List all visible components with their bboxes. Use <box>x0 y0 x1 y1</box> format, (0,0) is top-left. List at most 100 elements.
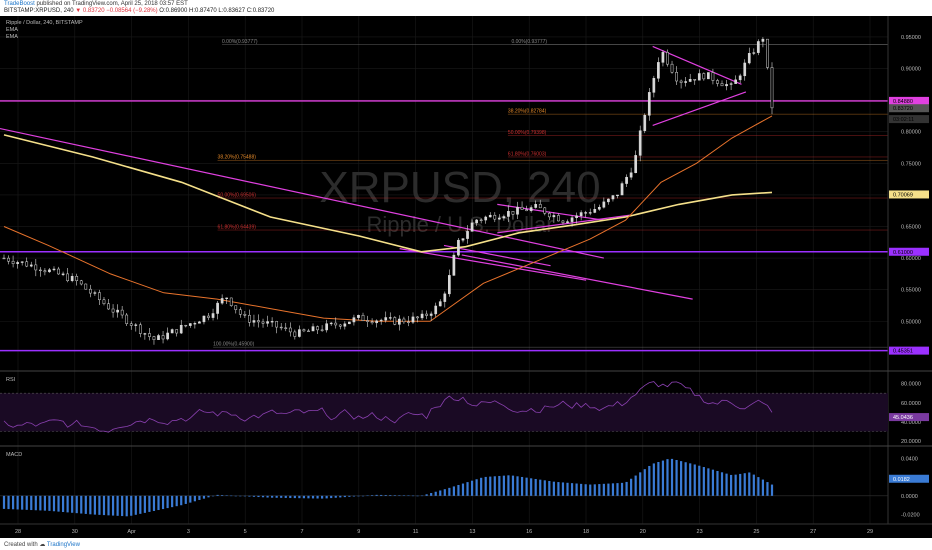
macd-histogram-bar <box>448 487 451 496</box>
price-tick-label: 0.55000 <box>901 288 921 294</box>
macd-histogram-bar <box>89 495 92 515</box>
candle-body <box>252 320 256 323</box>
macd-histogram-bar <box>289 495 292 499</box>
candle-body <box>57 268 60 275</box>
macd-histogram-bar <box>339 495 342 498</box>
macd-histogram-bar <box>743 473 746 496</box>
candle-body <box>75 276 79 282</box>
published-text: published on TradingView.com, April 25, … <box>36 1 188 7</box>
candle-body <box>511 211 515 215</box>
candle-body <box>348 321 351 325</box>
rsi-pane[interactable]: 80.0000 60.0000 40.0000 20.0000 45.0436 <box>0 381 929 446</box>
candle-body <box>447 275 451 295</box>
candle-body <box>557 215 560 222</box>
price-marker-label: 0.61000 <box>893 250 913 256</box>
macd-histogram-bar <box>689 463 692 496</box>
fib-level-label: 0.00%(0.93777) <box>511 39 547 45</box>
macd-histogram-bar <box>466 482 469 496</box>
fib-level-label: 50.00%(0.79398) <box>508 130 547 136</box>
tradingview-brand[interactable]: TradingView <box>46 542 80 548</box>
time-tick-label: 30 <box>72 529 78 535</box>
candlesticks[interactable] <box>2 37 774 345</box>
macd-histogram-bar <box>148 495 151 512</box>
macd-histogram-bar <box>543 480 546 496</box>
publisher-name[interactable]: TradeBoost <box>4 1 35 7</box>
legend-title[interactable]: Ripple / Dollar, 240, BITSTAMP <box>6 20 83 26</box>
candle-body <box>716 80 719 84</box>
macd-histogram-bar <box>607 483 610 496</box>
macd-histogram-bar <box>616 483 619 496</box>
macd-histogram-bar <box>370 495 374 496</box>
candle-body <box>116 309 119 313</box>
horizontal-levels[interactable] <box>0 100 888 352</box>
ema-long-line[interactable] <box>3 134 773 253</box>
macd-histogram-bar <box>61 495 65 513</box>
macd-histogram-bar <box>352 495 356 497</box>
candle-body <box>39 269 42 272</box>
candle-body <box>179 324 183 334</box>
macd-histogram-bar <box>730 474 733 496</box>
macd-histogram-bar <box>298 495 301 499</box>
price-tick-label: 0.65000 <box>901 224 921 230</box>
macd-histogram-bar <box>102 495 106 516</box>
candle-body <box>257 320 260 323</box>
candle-body <box>379 319 383 322</box>
candle-body <box>229 297 233 306</box>
macd-tick-label: -0.0200 <box>901 513 920 519</box>
candle-body <box>707 72 710 80</box>
candle-body <box>652 78 656 93</box>
symbol: BITSTAMP:XRPUSD, 240 <box>4 8 74 14</box>
candle-body <box>243 314 247 316</box>
candle-body <box>402 318 406 323</box>
macd-histogram-bar <box>711 469 715 496</box>
candle-body <box>684 81 688 83</box>
price-marker-label: 0.83720 <box>893 106 913 112</box>
legend-ema-2[interactable]: EMA <box>6 34 18 40</box>
time-tick-label: 16 <box>526 529 532 535</box>
candle-body <box>597 206 601 210</box>
macd-histogram-bar <box>761 479 765 496</box>
macd-histogram-bar <box>48 495 51 511</box>
macd-histogram-bar <box>520 476 524 496</box>
candle-body <box>225 297 229 299</box>
macd-histogram-bar <box>625 481 628 496</box>
macd-histogram-bar <box>480 477 483 496</box>
fib-levels[interactable]: 0.00%(0.93777) 0.00%(0.93777) 38.20%(0.827… <box>213 39 888 348</box>
price-marker-label: 03:02:11 <box>893 117 914 123</box>
candle-body <box>238 309 242 315</box>
macd-histogram-bar <box>580 483 583 496</box>
candle-body <box>657 62 660 79</box>
chart-header: TradeBoost published on TradingView.com,… <box>0 0 932 16</box>
price-change: −0.08564 (−9.28%) <box>106 8 158 14</box>
legend-ema-1[interactable]: EMA <box>6 27 18 33</box>
macd-histogram-bar <box>280 495 283 498</box>
candle-body <box>234 305 238 310</box>
time-tick-label: 7 <box>300 529 303 535</box>
candle-body <box>488 214 492 218</box>
macd-histogram-bar <box>284 495 287 498</box>
candle-body <box>284 327 288 329</box>
candle-body <box>66 273 69 281</box>
candle-body <box>148 333 151 337</box>
candle-body <box>725 84 728 87</box>
price-marker-label: 0.84880 <box>893 99 913 105</box>
price-marker-label: 0.45351 <box>893 349 913 355</box>
macd-histogram-bar <box>698 465 701 496</box>
candle-body <box>316 326 319 331</box>
macd-histogram-bar <box>366 495 369 497</box>
candle-body <box>134 324 138 326</box>
macd-histogram-bar <box>402 495 406 496</box>
ema-short-line[interactable] <box>3 115 773 322</box>
macd-histogram-bar <box>648 465 651 496</box>
macd-histogram-bar <box>193 495 196 502</box>
candle-body <box>288 327 292 333</box>
chart-area[interactable]: XRPUSD, 240 Ripple / U.S. Dollar 0.00%(0… <box>0 16 932 538</box>
candle-body <box>370 321 374 324</box>
macd-histogram-bar <box>425 494 428 496</box>
candle-body <box>579 212 583 217</box>
macd-histogram-bar <box>302 495 306 499</box>
macd-histogram-bar <box>357 495 360 497</box>
price-marker-tag <box>889 346 929 355</box>
